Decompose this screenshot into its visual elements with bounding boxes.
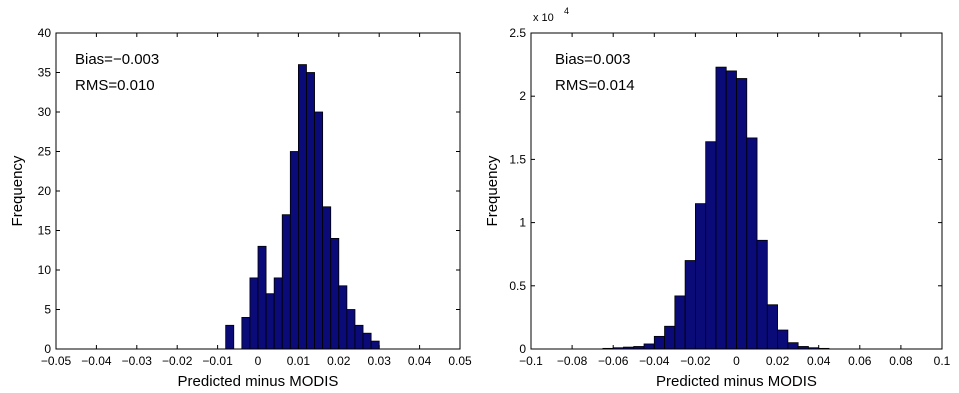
bias-annotation: Bias=−0.003 (75, 51, 159, 68)
histogram-bar (306, 72, 315, 350)
histogram-bar (273, 277, 283, 350)
y-tick-label: 15 (38, 224, 52, 238)
histogram-bar (289, 151, 299, 350)
y-axis-label: Frequency (484, 155, 501, 226)
histogram-bar (746, 137, 758, 350)
x-tick-label: −0.02 (680, 354, 711, 368)
x-tick-label: 0.05 (448, 354, 472, 368)
x-tick-label: 0.01 (287, 354, 311, 368)
histogram-bar (362, 332, 372, 350)
x-tick-label: −0.04 (81, 354, 112, 368)
histogram-bar (715, 66, 727, 350)
histogram-bar (370, 340, 380, 350)
histogram-bar (281, 214, 291, 350)
histogram-bar (695, 203, 707, 350)
y-tick-label: 1 (519, 216, 526, 230)
histogram-bar (705, 141, 717, 350)
y-tick-label: 20 (38, 184, 52, 198)
x-tick-label: 0.06 (848, 354, 872, 368)
y-tick-label: 0.5 (509, 279, 526, 293)
y-axis-label: Frequency (9, 155, 26, 226)
histogram-bar (346, 309, 356, 350)
bias-annotation: Bias=0.003 (555, 51, 630, 68)
x-tick-label: 0 (733, 354, 740, 368)
histogram-bar (643, 343, 655, 350)
y-tick-label: 5 (44, 303, 51, 317)
y-tick-label: 10 (38, 263, 52, 277)
histogram-bar (257, 245, 267, 350)
x-axis-label: Predicted minus MODIS (656, 373, 817, 390)
y-tick-label: 30 (38, 105, 52, 119)
x-tick-label: −0.04 (639, 354, 670, 368)
x-tick-label: 0.1 (934, 354, 951, 368)
x-tick-label: 0.04 (408, 354, 432, 368)
histogram-bar (249, 277, 259, 350)
y-tick-label: 2 (519, 89, 526, 103)
x-tick-label: 0.02 (327, 354, 351, 368)
histogram-bar (664, 325, 676, 350)
histogram-bar (322, 206, 332, 350)
histogram-bar (787, 342, 799, 350)
y-tick-label: 0 (519, 342, 526, 356)
x-tick-label: −0.08 (557, 354, 588, 368)
histogram-bar (354, 324, 364, 350)
y-tick-label: 2.5 (509, 26, 526, 40)
x-tick-label: 0.02 (766, 354, 790, 368)
histogram-bar (241, 316, 251, 350)
histogram-bar (674, 295, 686, 350)
histogram-bar (756, 239, 768, 350)
histogram-bar (777, 329, 789, 350)
left-histogram: −0.05 −0.04 −0.03 −0.02 −0.01 0 0.01 0.02 0.03 0.… (9, 26, 472, 390)
x-tick-label: 0.03 (368, 354, 392, 368)
x-tick-label: −0.05 (41, 354, 72, 368)
rms-annotation: RMS=0.014 (555, 77, 635, 94)
histogram-bar (265, 293, 275, 350)
y-tick-label: 40 (38, 26, 52, 40)
histogram-bar (338, 285, 348, 350)
y-tick-label: 35 (38, 66, 52, 80)
right-histogram: −0.1 −0.08 −0.06 −0.04 −0.02 0 0.02 0.04 0.06 0.0… (484, 6, 951, 390)
histogram-bar (314, 111, 324, 350)
y-tick-label: 0 (44, 342, 51, 356)
x-tick-label: −0.06 (598, 354, 629, 368)
histogram-bar (725, 70, 737, 350)
rms-annotation: RMS=0.010 (75, 77, 155, 94)
histogram-bar (736, 78, 748, 350)
histogram-bar (766, 304, 779, 350)
x-tick-label: −0.01 (202, 354, 233, 368)
x-tick-label: 0.04 (807, 354, 831, 368)
histogram-bar (297, 64, 307, 350)
histogram-bars (602, 66, 830, 350)
y-exponent-label: x 10 (533, 12, 554, 24)
x-tick-label: −0.02 (162, 354, 193, 368)
x-tick-label: −0.03 (122, 354, 153, 368)
y-tick-label: 1.5 (509, 152, 526, 166)
histogram-bar (653, 335, 665, 350)
y-tick-label: 25 (38, 145, 52, 159)
y-exponent-power: 4 (564, 6, 569, 16)
histogram-bar (225, 324, 235, 350)
x-tick-label: 0.08 (889, 354, 913, 368)
histogram-bar (330, 237, 340, 350)
x-tick-label: −0.1 (519, 354, 543, 368)
histogram-bars (225, 64, 380, 350)
histogram-bar (684, 260, 696, 350)
x-axis-label: Predicted minus MODIS (178, 373, 339, 390)
x-tick-label: 0 (255, 354, 262, 368)
